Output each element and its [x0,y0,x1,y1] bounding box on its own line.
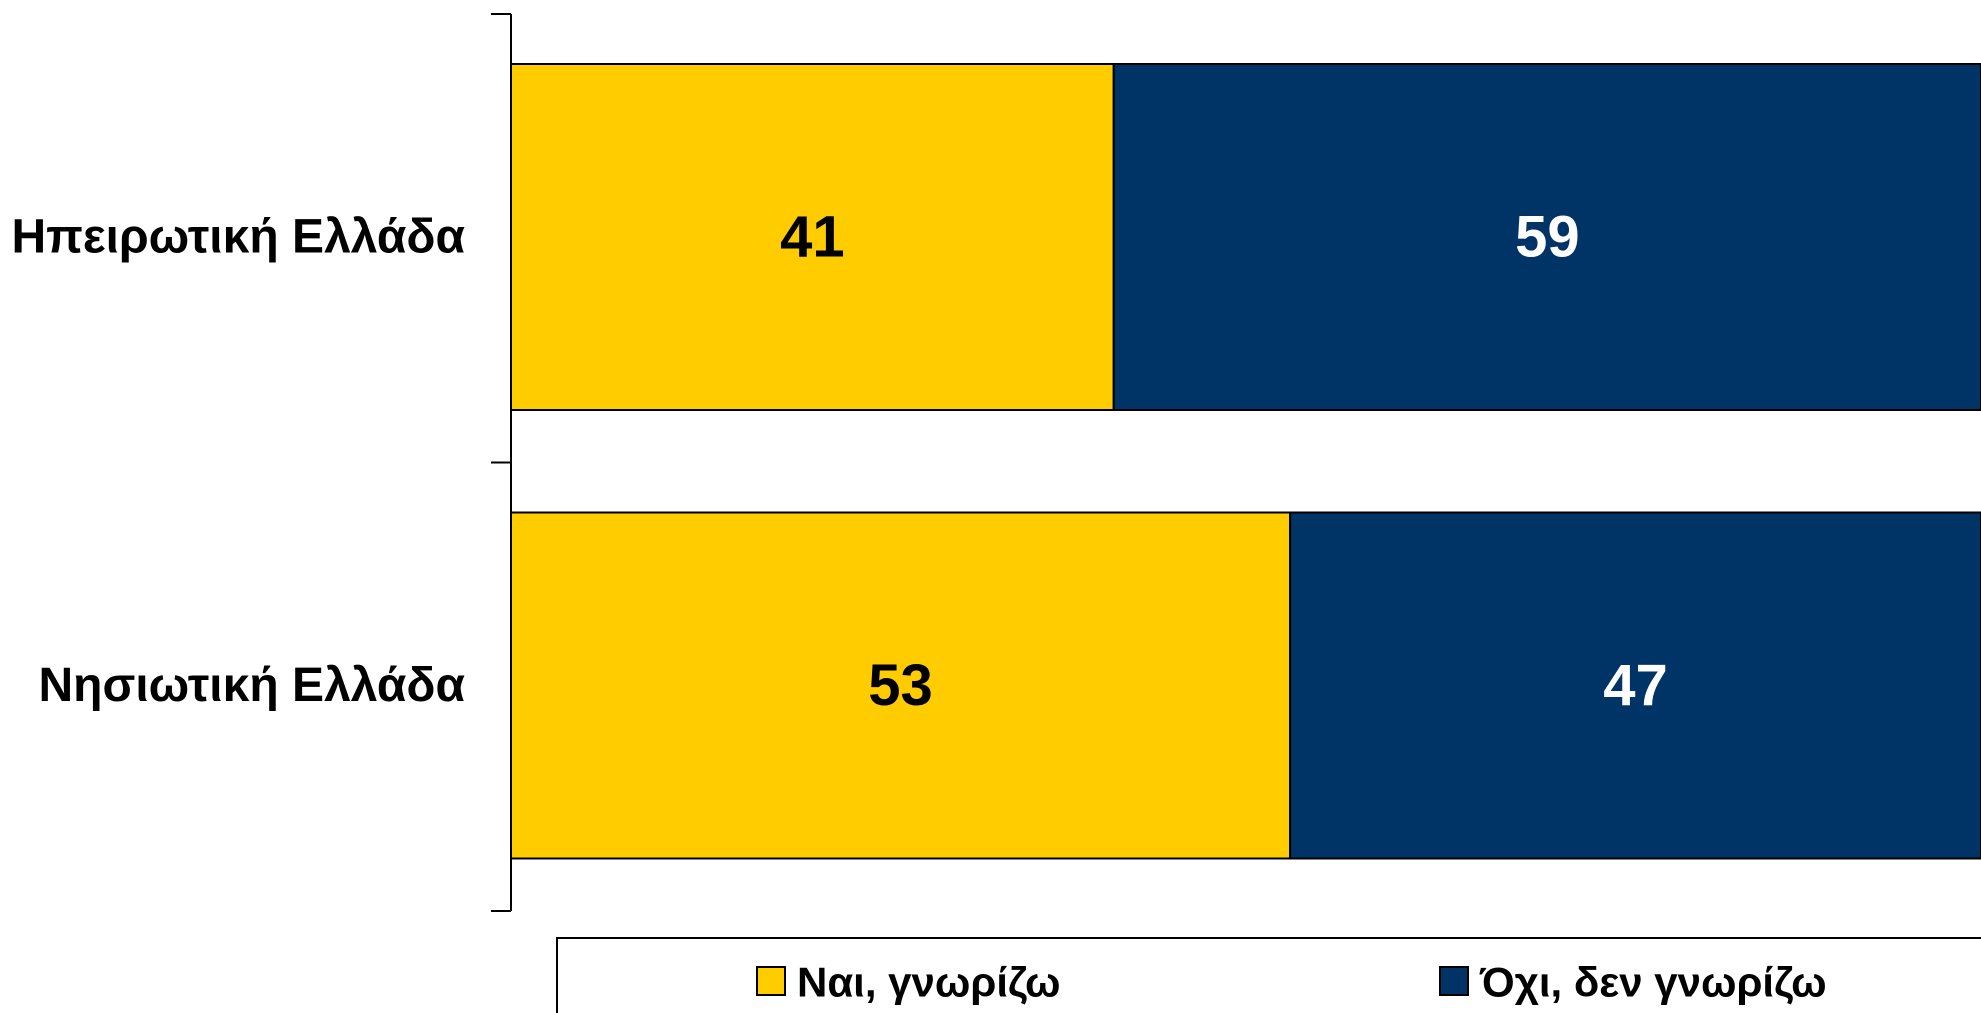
bar-segment [1112,63,1981,411]
bar-labels: 41 59 53 47 [780,205,1668,719]
legend-label: Ναι, γνωρίζω [797,959,1060,1006]
legend-swatch [1439,966,1469,996]
data-label: 41 [780,205,845,270]
legend-swatch [756,966,786,996]
bar-segment [1289,511,1981,860]
data-label: 53 [868,653,933,718]
y-axis [491,13,512,912]
data-label: 59 [1515,205,1580,270]
bar-segment [510,511,1292,860]
category-label: Ηπειρωτική Ελλάδα [11,211,465,264]
category-labels: Ηπειρωτική Ελλάδα Νησιωτική Ελλάδα [11,211,465,713]
legend: Ναι, γνωρίζω Όχι, δεν γνωρίζω [556,937,1981,1013]
bars [510,63,1981,860]
bar-segment [510,63,1115,411]
data-label: 47 [1603,653,1668,718]
legend-label: Όχι, δεν γνωρίζω [1479,959,1827,1006]
legend-box [556,937,1981,1013]
category-label: Νησιωτική Ελλάδα [39,659,466,712]
